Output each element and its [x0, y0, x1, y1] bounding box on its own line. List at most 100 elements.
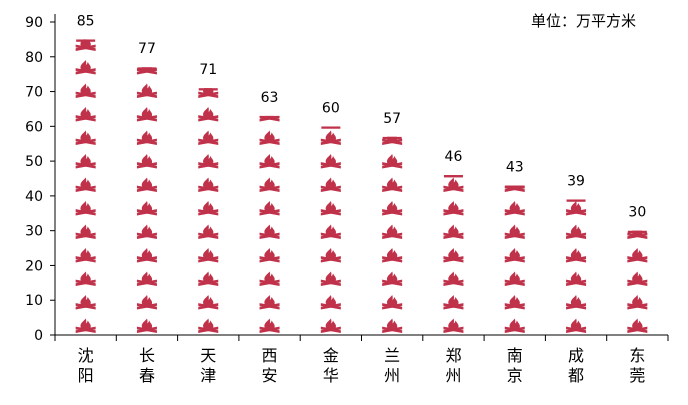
- y-tick-label: 20: [25, 258, 43, 274]
- flame-icon: [75, 107, 96, 122]
- category-label: 阳: [78, 366, 94, 385]
- flame-icon: [382, 201, 403, 216]
- flame-icon: [136, 130, 157, 145]
- bar-cap: [76, 39, 96, 42]
- value-label: 43: [506, 159, 524, 175]
- bar-8: [566, 199, 587, 333]
- bar-4: [320, 126, 341, 333]
- flame-icon: [504, 318, 525, 333]
- flame-icon: [259, 318, 280, 333]
- flame-icon: [504, 271, 525, 286]
- flame-icon: [566, 201, 587, 216]
- category-label: 华: [323, 366, 339, 385]
- bar-5: [382, 136, 403, 333]
- flame-icon: [75, 177, 96, 192]
- flame-icon: [75, 60, 96, 75]
- value-label: 60: [322, 100, 340, 116]
- flame-icon: [198, 107, 219, 122]
- flame-icon: [259, 295, 280, 310]
- flame-icon: [75, 248, 96, 263]
- flame-icon: [627, 295, 648, 310]
- category-label: 金: [323, 346, 339, 365]
- flame-icon: [136, 318, 157, 333]
- category-label: 津: [200, 366, 216, 385]
- flame-icon: [198, 201, 219, 216]
- flame-icon: [198, 224, 219, 239]
- y-tick-label: 70: [25, 85, 43, 101]
- flame-icon: [75, 130, 96, 145]
- flame-icon: [75, 271, 96, 286]
- flame-icon: [382, 318, 403, 333]
- flame-icon: [320, 295, 341, 310]
- value-label: 39: [567, 173, 585, 189]
- y-tick-label: 60: [25, 119, 43, 135]
- bar-cap: [137, 67, 157, 70]
- flame-icon: [136, 177, 157, 192]
- flame-icon: [198, 248, 219, 263]
- flame-icon: [198, 271, 219, 286]
- value-label: 77: [138, 41, 156, 57]
- bar-cap: [443, 175, 463, 178]
- category-label: 莞: [629, 366, 645, 385]
- category-label: 沈: [78, 346, 94, 365]
- y-tick-label: 90: [25, 15, 43, 31]
- flame-icon: [627, 271, 648, 286]
- bar-0: [75, 39, 96, 333]
- flame-icon: [259, 130, 280, 145]
- flame-icon: [382, 295, 403, 310]
- flame-icon: [443, 224, 464, 239]
- flame-icon: [320, 177, 341, 192]
- flame-icon: [320, 130, 341, 145]
- flame-icon: [259, 154, 280, 169]
- y-tick-label: 30: [25, 224, 43, 240]
- category-label: 京: [507, 366, 523, 385]
- bar-6: [443, 175, 464, 333]
- category-label: 天: [200, 346, 216, 365]
- bar-2: [198, 88, 219, 333]
- value-label: 71: [199, 62, 217, 78]
- value-label: 85: [77, 13, 95, 29]
- y-tick-label: 80: [25, 50, 43, 66]
- flame-icon: [259, 271, 280, 286]
- bar-cap: [627, 230, 647, 234]
- bar-3: [259, 115, 280, 333]
- flame-icon: [198, 88, 219, 98]
- flame-icon: [382, 177, 403, 192]
- flame-icon: [566, 271, 587, 286]
- category-label: 州: [384, 366, 400, 385]
- y-tick-label: 50: [25, 154, 43, 170]
- flame-icon: [504, 295, 525, 310]
- flame-icon: [198, 130, 219, 145]
- bar-cap: [260, 115, 280, 119]
- category-label: 东: [629, 346, 645, 365]
- flame-icon: [504, 224, 525, 239]
- flame-icon: [443, 295, 464, 310]
- y-tick-label: 0: [34, 328, 43, 344]
- flame-icon: [259, 248, 280, 263]
- flame-icon: [259, 201, 280, 216]
- bar-cap: [505, 185, 525, 188]
- bar-cap: [566, 199, 586, 202]
- flame-icon: [75, 83, 96, 98]
- flame-icon: [443, 177, 464, 192]
- flame-icon: [75, 39, 96, 51]
- flame-icon: [198, 177, 219, 192]
- value-label: 30: [628, 205, 646, 221]
- flame-icon: [198, 154, 219, 169]
- category-label: 西: [262, 346, 278, 365]
- flame-icon: [320, 318, 341, 333]
- flame-icon: [443, 248, 464, 263]
- flame-icon: [136, 224, 157, 239]
- flame-icon: [504, 248, 525, 263]
- category-label: 州: [445, 366, 461, 385]
- flame-icon: [566, 248, 587, 263]
- flame-icon: [566, 224, 587, 239]
- flame-icon: [75, 295, 96, 310]
- category-label: 兰: [384, 346, 400, 365]
- flame-icon: [136, 271, 157, 286]
- flame-icon: [320, 248, 341, 263]
- flame-icon: [320, 201, 341, 216]
- value-label: 57: [383, 111, 401, 127]
